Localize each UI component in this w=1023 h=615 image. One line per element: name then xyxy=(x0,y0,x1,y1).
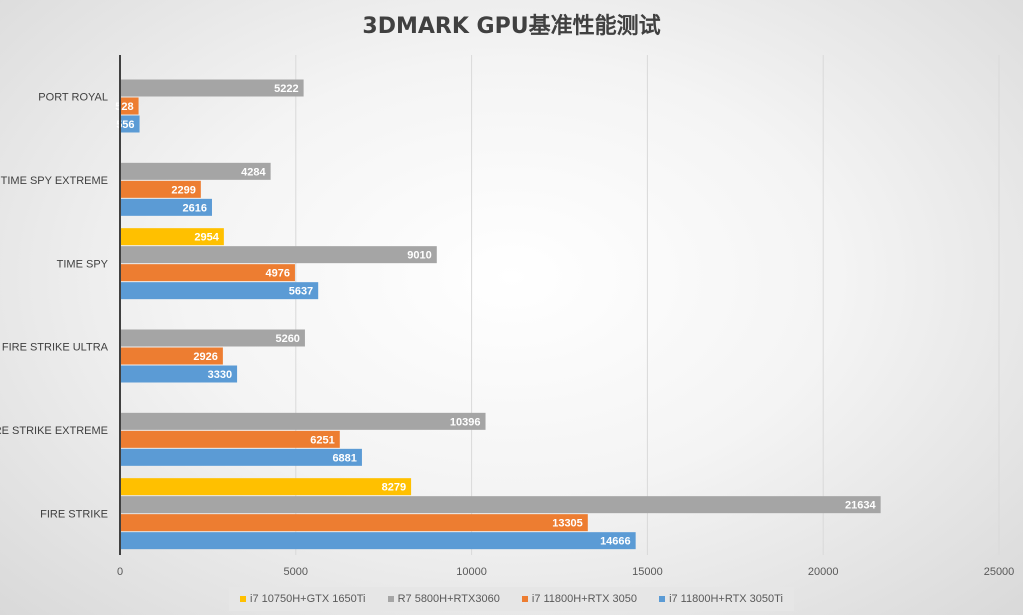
data-label: 14666 xyxy=(600,536,631,548)
category-label: FIRE STRIKE xyxy=(40,508,108,520)
bar xyxy=(120,430,340,448)
data-label: 2616 xyxy=(182,202,206,214)
data-label: 6251 xyxy=(310,434,334,446)
bar xyxy=(120,329,305,347)
data-label: 5260 xyxy=(275,333,299,345)
data-label: 5222 xyxy=(274,83,298,95)
x-tick-label: 15000 xyxy=(632,566,663,578)
bar xyxy=(120,448,362,466)
legend-swatch xyxy=(387,596,394,602)
legend-item: i7 11800H+RTX 3050Ti xyxy=(659,593,783,605)
data-label: 5637 xyxy=(289,286,313,298)
bar xyxy=(120,180,201,198)
legend-swatch xyxy=(521,596,528,602)
data-label: 2299 xyxy=(171,184,195,196)
bar xyxy=(120,532,636,550)
legend-label: i7 11800H+RTX 3050 xyxy=(531,593,637,605)
legend-item: i7 11800H+RTX 3050 xyxy=(521,593,637,605)
data-label: 528 xyxy=(115,101,133,113)
bar xyxy=(120,412,486,430)
bar xyxy=(120,162,271,180)
bar xyxy=(120,478,412,496)
data-label: 8279 xyxy=(382,482,406,494)
category-label: PORT ROYAL xyxy=(38,92,108,104)
data-label: 4284 xyxy=(241,166,266,178)
bar xyxy=(120,198,212,216)
bar xyxy=(120,365,238,383)
data-label: 556 xyxy=(116,119,134,131)
legend-item: i7 10750H+GTX 1650Ti xyxy=(240,593,366,605)
bar xyxy=(120,246,437,264)
category-label: FIRE STRIKE ULTRA xyxy=(2,342,109,354)
x-tick-label: 25000 xyxy=(984,566,1015,578)
legend-swatch xyxy=(240,596,247,602)
bar xyxy=(120,264,295,282)
data-label: 6881 xyxy=(332,452,356,464)
data-label: 3330 xyxy=(208,369,232,381)
data-label: 4976 xyxy=(265,268,289,280)
data-label: 2954 xyxy=(194,232,219,244)
bar xyxy=(120,496,881,514)
bar xyxy=(120,79,304,97)
bar xyxy=(120,97,139,115)
bar xyxy=(120,115,140,133)
data-label: 10396 xyxy=(450,416,481,428)
data-label: 9010 xyxy=(407,250,431,262)
bar xyxy=(120,282,319,300)
data-label: 21634 xyxy=(845,500,876,512)
category-label: TIME SPY xyxy=(57,258,109,270)
legend-swatch xyxy=(659,596,666,602)
chart-title: 3DMARK GPU基准性能测试 xyxy=(362,14,661,39)
x-tick-label: 20000 xyxy=(808,566,839,578)
bar xyxy=(120,347,223,365)
x-tick-label: 5000 xyxy=(284,566,308,578)
bar xyxy=(120,514,588,532)
legend-label: R7 5800H+RTX3060 xyxy=(397,593,500,605)
x-tick-label: 10000 xyxy=(456,566,487,578)
legend: i7 10750H+GTX 1650Ti R7 5800H+RTX3060 i7 1… xyxy=(229,587,794,611)
x-tick-label: 0 xyxy=(117,566,123,578)
legend-label: i7 10750H+GTX 1650Ti xyxy=(250,593,366,605)
category-label: FIRE STRIKE EXTREME xyxy=(0,425,108,437)
bar xyxy=(120,228,224,246)
legend-label: i7 11800H+RTX 3050Ti xyxy=(669,593,783,605)
data-label: 13305 xyxy=(552,518,583,530)
data-label: 2926 xyxy=(193,351,217,363)
legend-item: R7 5800H+RTX3060 xyxy=(387,593,500,605)
category-label: TIME SPY EXTREME xyxy=(1,175,108,187)
